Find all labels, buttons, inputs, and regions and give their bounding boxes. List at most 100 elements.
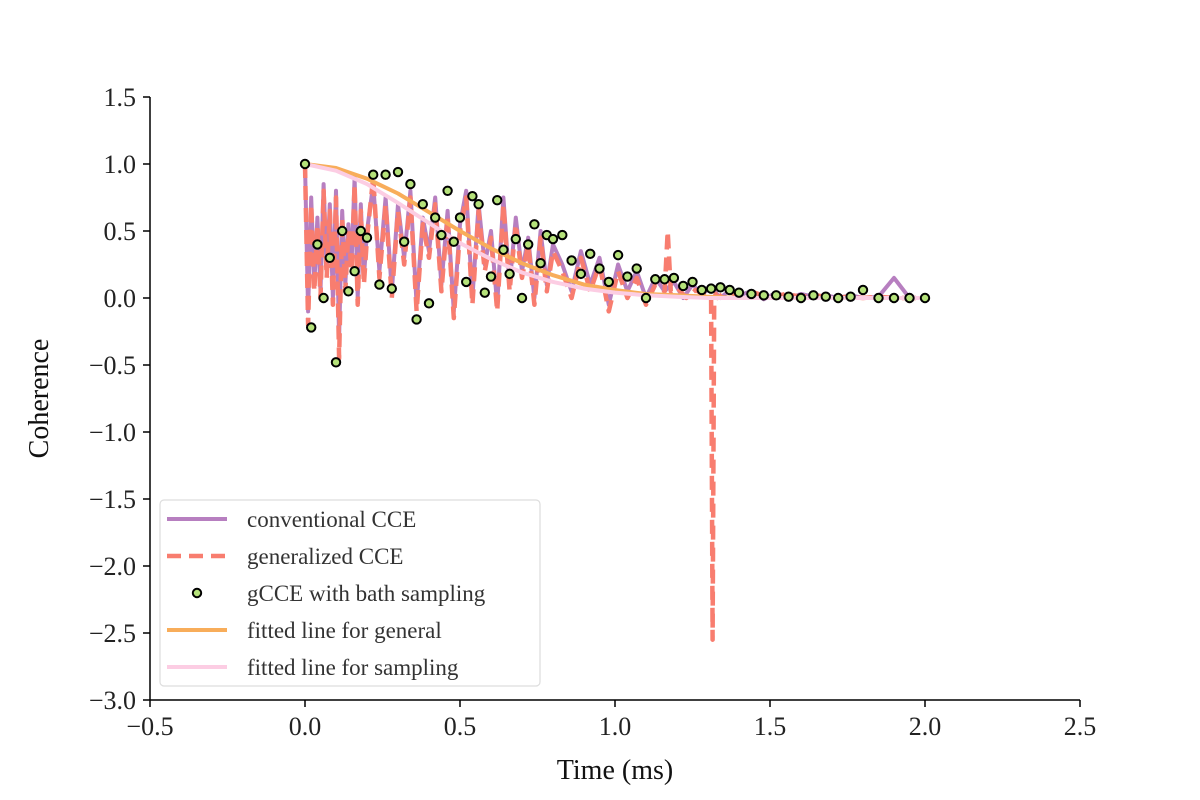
sampling-marker <box>485 271 497 282</box>
sampling-marker <box>873 292 884 304</box>
legend-marker-sampling <box>191 587 203 599</box>
sampling-marker <box>833 292 844 304</box>
sampling-marker <box>454 212 466 223</box>
sampling-marker <box>640 292 652 304</box>
y-tick-label: −1.5 <box>89 485 136 514</box>
sampling-marker <box>374 279 385 290</box>
sampling-marker <box>705 283 717 294</box>
sampling-marker <box>324 252 335 263</box>
sampling-marker <box>919 292 931 304</box>
sampling-marker <box>430 212 441 223</box>
sampling-marker <box>516 292 528 304</box>
sampling-marker <box>405 178 416 190</box>
legend-box <box>159 499 541 687</box>
sampling-marker <box>612 249 624 261</box>
y-tick-label: 1.5 <box>104 83 137 112</box>
y-tick-label: −2.5 <box>89 619 136 648</box>
sampling-marker <box>733 287 745 298</box>
sampling-marker <box>423 298 435 309</box>
sampling-marker <box>696 284 707 296</box>
axes: −0.5 0.0 0.5 1.0 1.5 2.0 2.5 −3.0 −2.5 −2.0 −1.5 −1… <box>24 83 1096 786</box>
sampling-marker <box>668 272 680 284</box>
sampling-marker <box>795 292 807 304</box>
sampling-marker <box>330 357 342 368</box>
sampling-marker <box>492 194 503 206</box>
x-tick-label: −0.5 <box>126 712 173 741</box>
x-tick-label: 0.0 <box>289 712 322 741</box>
y-tick-label: −0.5 <box>89 351 136 380</box>
sampling-marker <box>523 239 534 250</box>
sampling-marker <box>547 233 559 245</box>
legend-label: fitted line for general <box>247 618 442 643</box>
plot-area <box>299 158 931 642</box>
sampling-marker <box>631 263 642 274</box>
sampling-marker <box>355 225 366 237</box>
sampling-marker <box>417 199 428 210</box>
sampling-marker <box>820 291 831 302</box>
sampling-marker <box>461 276 472 288</box>
x-tick-label: 2.0 <box>909 712 942 741</box>
sampling-marker <box>380 169 391 180</box>
sampling-marker <box>448 236 459 247</box>
sampling-marker <box>361 232 373 243</box>
sampling-marker <box>622 271 633 282</box>
sampling-marker <box>715 282 726 293</box>
x-tick-label: 1.0 <box>599 712 632 741</box>
sampling-marker <box>594 263 605 274</box>
sampling-marker <box>312 239 323 250</box>
sampling-marker <box>724 284 735 296</box>
sampling-marker <box>575 268 587 280</box>
sampling-marker <box>771 290 782 301</box>
sampling-marker <box>436 229 447 241</box>
sampling-marker <box>467 190 478 202</box>
sampling-marker <box>808 290 819 301</box>
sampling-marker <box>411 314 422 325</box>
sampling-marker <box>504 268 515 280</box>
sampling-marker <box>845 291 856 302</box>
sampling-marker <box>566 255 577 266</box>
x-axis-label: Time (ms) <box>557 755 673 786</box>
sampling-marker <box>746 288 757 300</box>
sampling-marker <box>306 322 317 333</box>
sampling-marker <box>479 287 490 298</box>
sampling-marker <box>399 236 410 247</box>
sampling-marker <box>349 266 360 277</box>
legend-label: gCCE with bath sampling <box>247 581 486 606</box>
sampling-marker <box>529 219 540 230</box>
sampling-marker <box>442 185 453 197</box>
sampling-marker <box>659 274 670 285</box>
sampling-marker <box>650 274 661 285</box>
sampling-marker <box>386 283 397 294</box>
sampling-marker <box>368 169 379 180</box>
sampling-marker <box>603 276 614 288</box>
sampling-marker <box>585 248 596 259</box>
legend: conventional CCE generalized CCE gCCE with… <box>159 499 541 687</box>
sampling-marker <box>783 291 794 302</box>
sampling-marker <box>510 233 521 245</box>
x-tick-label: 2.5 <box>1064 712 1097 741</box>
sampling-marker <box>473 199 484 210</box>
legend-label: generalized CCE <box>247 544 403 569</box>
legend-label: conventional CCE <box>247 507 416 532</box>
y-tick-label: −1.0 <box>89 418 136 447</box>
sampling-marker <box>535 257 546 269</box>
sampling-marker <box>687 276 698 288</box>
sampling-marker <box>904 292 915 304</box>
sampling-marker <box>857 284 869 296</box>
x-tick-label: 0.5 <box>444 712 477 741</box>
y-tick-label: −3.0 <box>89 686 136 715</box>
sampling-marker <box>498 244 509 255</box>
y-tick-label: 0.5 <box>104 217 137 246</box>
sampling-marker <box>392 166 404 178</box>
y-tick-label: 1.0 <box>104 150 137 179</box>
sampling-marker <box>318 292 329 304</box>
x-tick-label: 1.5 <box>754 712 787 741</box>
sampling-marker <box>678 280 689 292</box>
legend-label: fitted line for sampling <box>247 655 459 680</box>
sampling-marker <box>343 286 354 297</box>
sampling-marker <box>337 225 348 237</box>
sampling-marker <box>557 229 568 241</box>
sampling-marker <box>758 290 769 301</box>
sampling-marker <box>888 292 900 304</box>
